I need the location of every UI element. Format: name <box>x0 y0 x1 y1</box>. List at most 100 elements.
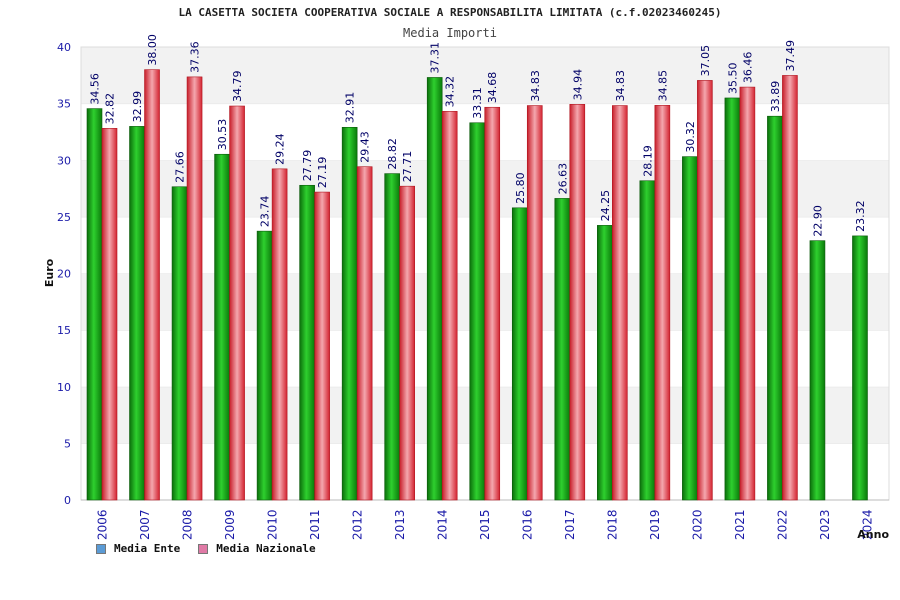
bar-media-ente <box>682 156 698 501</box>
y-tick-label: 0 <box>64 494 71 507</box>
bar-value-label: 34.68 <box>486 72 499 103</box>
bar-value-label: 34.83 <box>614 70 627 102</box>
bar-value-label: 28.82 <box>386 138 399 170</box>
bar-value-label: 27.71 <box>401 151 414 183</box>
bar-media-ente <box>597 225 613 501</box>
chart-subtitle: Media Importi <box>403 26 497 40</box>
bar-media-nazionale <box>654 105 671 501</box>
x-tick-label: 2016 <box>521 509 535 540</box>
legend-swatch-nazionale <box>198 543 209 554</box>
x-tick-label: 2006 <box>95 509 109 540</box>
bar-value-label: 32.91 <box>344 92 357 124</box>
bar-value-label: 35.50 <box>726 62 739 94</box>
bar-value-label: 34.56 <box>89 73 102 105</box>
bar-value-label: 33.31 <box>471 87 484 118</box>
x-tick-label: 2018 <box>606 509 620 540</box>
bar-media-ente <box>129 126 145 501</box>
bar-value-label: 32.82 <box>104 93 117 125</box>
bar-media-ente <box>171 186 188 501</box>
y-axis-label: Euro <box>43 258 56 287</box>
bar-value-label: 27.66 <box>174 151 187 183</box>
bar-value-label: 27.79 <box>301 150 314 182</box>
x-axis-ticks: 2006 2007 2008 2009 2010 2011 2012 2013 2014 2015… <box>95 509 874 540</box>
bar-media-ente <box>299 184 315 501</box>
bar-value-label: 24.25 <box>599 190 612 222</box>
x-tick-label: 2014 <box>435 509 449 540</box>
x-tick-label: 2010 <box>265 509 279 540</box>
bar-media-nazionale <box>186 76 203 501</box>
bar-value-label: 34.94 <box>571 69 584 101</box>
legend-label-nazionale: Media Nazionale <box>216 542 316 555</box>
bar-media-nazionale <box>271 168 288 501</box>
x-tick-label: 2012 <box>350 509 364 540</box>
y-tick-label: 25 <box>57 211 71 224</box>
y-tick-label: 10 <box>57 381 71 394</box>
x-tick-label: 2011 <box>308 509 322 540</box>
bar-media-nazionale <box>697 80 713 501</box>
bar-media-nazionale <box>229 105 245 501</box>
bar-value-label: 37.05 <box>699 45 712 77</box>
x-tick-label: 2019 <box>648 509 662 540</box>
bar-media-ente <box>256 230 273 501</box>
bar-media-ente <box>86 108 103 501</box>
x-tick-label: 2023 <box>818 509 832 540</box>
bar-media-nazionale <box>356 166 373 501</box>
legend-item-nazionale: Media Nazionale <box>198 542 316 555</box>
bar-value-label: 27.19 <box>316 157 329 189</box>
bar-value-label: 30.32 <box>684 121 697 153</box>
bar-value-label: 33.89 <box>769 81 782 113</box>
legend: Media Ente Media Nazionale <box>96 542 334 555</box>
legend-swatch-ente <box>96 543 106 554</box>
bar-media-ente <box>341 126 358 501</box>
bar-media-nazionale <box>399 185 415 501</box>
bar-media-nazionale <box>314 191 330 501</box>
bar-value-label: 37.36 <box>189 41 202 73</box>
bar-media-ente <box>724 97 741 501</box>
bar-value-label: 38.00 <box>146 34 159 66</box>
bar-value-label: 34.83 <box>529 70 542 102</box>
bar-value-label: 22.90 <box>811 205 824 237</box>
bar-value-label: 30.53 <box>216 119 229 151</box>
y-tick-label: 15 <box>57 324 71 337</box>
bar-media-nazionale <box>144 69 160 501</box>
legend-item-ente: Media Ente <box>96 542 180 555</box>
bar-value-label: 34.32 <box>444 76 457 108</box>
bar-media-ente <box>767 115 783 501</box>
bar-media-nazionale <box>441 111 458 501</box>
bar-value-label: 25.80 <box>514 172 527 204</box>
bar-media-ente <box>554 198 571 501</box>
bar-value-label: 34.79 <box>231 71 244 103</box>
bar-value-label: 36.46 <box>741 52 754 84</box>
bar-media-ente <box>852 235 868 501</box>
bars <box>86 69 868 501</box>
bar-media-nazionale <box>526 105 543 501</box>
x-tick-label: 2007 <box>138 509 152 540</box>
bar-value-label: 23.74 <box>259 196 272 228</box>
chart-title: LA CASETTA SOCIETA COOPERATIVA SOCIALE A… <box>178 6 722 19</box>
bar-media-ente <box>639 180 656 501</box>
bar-value-label: 34.85 <box>656 70 669 102</box>
y-tick-label: 30 <box>57 154 71 167</box>
x-tick-label: 2009 <box>223 509 237 540</box>
y-tick-label: 5 <box>64 437 71 450</box>
x-tick-label: 2024 <box>861 509 875 540</box>
x-tick-label: 2022 <box>776 509 790 540</box>
x-tick-label: 2008 <box>180 509 194 540</box>
x-tick-label: 2013 <box>393 509 407 540</box>
bar-media-nazionale <box>782 75 798 501</box>
bar-media-ente <box>809 240 826 501</box>
bar-value-label: 37.49 <box>784 40 797 72</box>
bar-value-label: 26.63 <box>556 163 569 195</box>
x-tick-label: 2020 <box>691 509 705 540</box>
y-tick-label: 35 <box>57 98 71 111</box>
bar-media-nazionale <box>484 106 501 501</box>
x-tick-label: 2017 <box>563 509 577 540</box>
x-tick-label: 2015 <box>478 509 492 540</box>
bar-value-label: 28.19 <box>641 145 654 177</box>
bar-value-label: 32.99 <box>131 91 144 123</box>
bar-value-label: 37.31 <box>429 42 442 74</box>
bar-media-nazionale <box>612 105 628 501</box>
bar-media-ente <box>214 153 230 501</box>
